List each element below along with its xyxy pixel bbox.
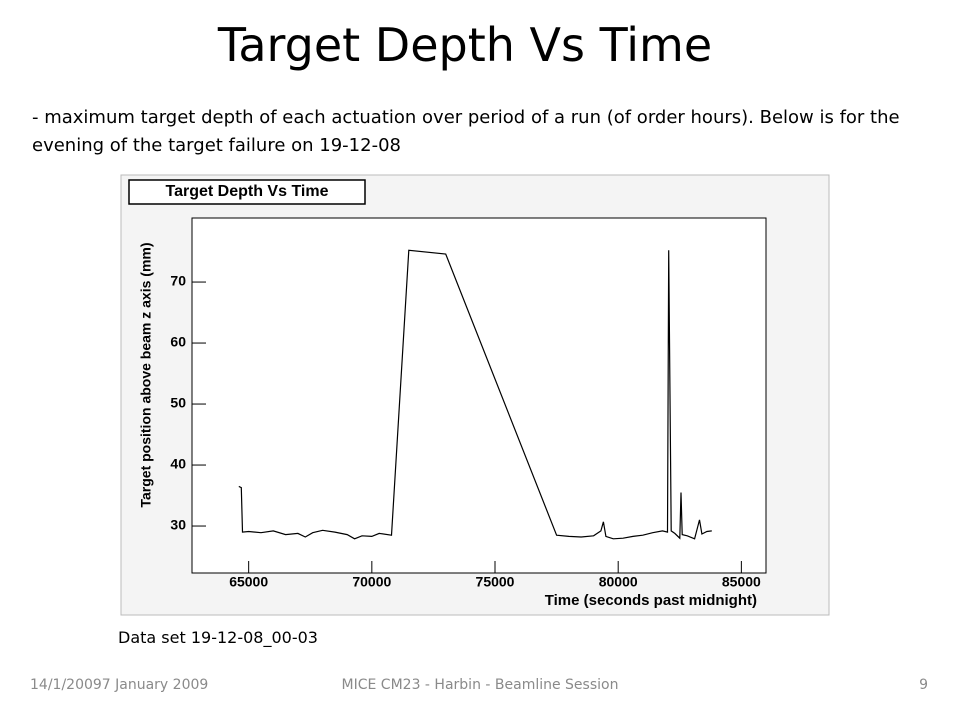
y-tick-label: 70: [170, 273, 186, 289]
chart-title: Target Depth Vs Time: [166, 183, 329, 200]
x-tick-label: 75000: [476, 574, 515, 590]
footer-date: 14/1/20097 January 2009: [30, 677, 209, 693]
footer-page: 9: [919, 677, 928, 693]
y-tick-label: 60: [170, 334, 186, 350]
slide-title: Target Depth Vs Time: [217, 18, 713, 72]
footer-event: MICE CM23 - Harbin - Beamline Session: [341, 677, 619, 693]
x-tick-label: 70000: [352, 574, 391, 590]
caption: Data set 19-12-08_00-03: [118, 628, 318, 647]
x-tick-label: 80000: [599, 574, 638, 590]
x-axis-label: Time (seconds past midnight): [545, 592, 757, 609]
body-text: - maximum target depth of each actuation…: [32, 107, 900, 156]
y-tick-label: 50: [170, 395, 186, 411]
x-tick-label: 65000: [229, 574, 268, 590]
y-axis-label: Target position above beam z axis (mm): [138, 242, 154, 507]
y-tick-label: 40: [170, 456, 186, 472]
x-tick-label: 85000: [722, 574, 761, 590]
y-tick-label: 30: [170, 517, 186, 533]
data-line: [238, 249, 712, 540]
chart-title-box: [128, 179, 366, 205]
